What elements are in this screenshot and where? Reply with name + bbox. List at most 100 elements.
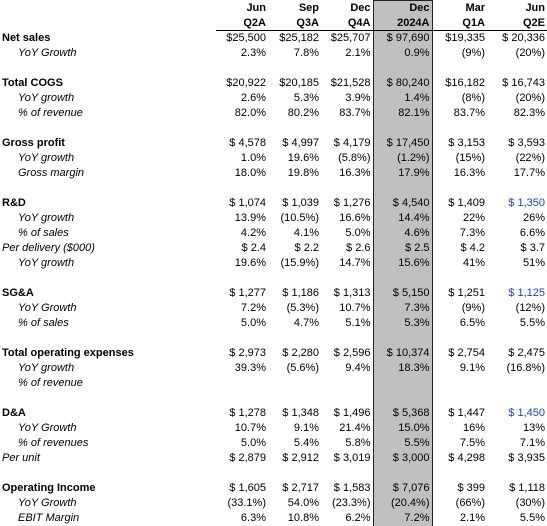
value-cell: $ 2,596 [321,346,373,361]
value-cell: 14.4% [373,211,432,226]
header-blank [0,16,216,31]
value-cell: 10.7% [321,301,373,316]
section-row: Net sales$25,500$25,182$25,707$ 97,690$1… [0,31,547,47]
value-cell: $ 1,039 [268,196,321,211]
row-label: YoY Growth [0,421,216,436]
value-cell: $ 1,278 [216,406,268,421]
header-cell: Q3A [268,16,321,31]
row-label: YoY Growth [0,301,216,316]
value-cell: (15%) [432,151,487,166]
value-cell: 14.7% [321,256,373,271]
empty-cell [216,376,268,391]
value-cell: 7.2% [216,301,268,316]
value-cell: 2.6% [216,91,268,106]
value-cell: $ 2.4 [216,241,268,256]
header-cell: Dec [321,1,373,16]
header-cell: Dec [373,1,432,16]
value-cell: $ 2.5 [373,241,432,256]
blank-cell [432,466,487,481]
section-title: Total operating expenses [0,346,216,361]
value-cell: 9.4% [321,361,373,376]
sub-row: Per unit$ 2,879$ 2,912$ 3,019$ 3,000$ 4,… [0,451,547,466]
value-cell: 7.1% [487,436,547,451]
value-cell: (23.3%) [321,496,373,511]
blank-cell [487,271,547,286]
value-cell: $ 399 [432,481,487,496]
header-cell: 2024A [373,16,432,31]
value-cell: (33.1%) [216,496,268,511]
blank-cell [432,181,487,196]
value-cell: (20%) [487,91,547,106]
value-cell: $ 1,450 [487,406,547,421]
value-cell: $19,335 [432,31,487,47]
value-cell: $ 3,000 [373,451,432,466]
value-cell: 6.5% [432,316,487,331]
blank-row [0,331,547,346]
blank-cell [268,271,321,286]
blank-cell [373,61,432,76]
value-cell: 18.0% [216,166,268,181]
value-cell: $ 2.6 [321,241,373,256]
value-cell: 15.0% [373,421,432,436]
value-cell: $ 5,368 [373,406,432,421]
value-cell: 2.1% [432,511,487,526]
row-label: YoY Growth [0,496,216,511]
value-cell: (16.8%) [487,361,547,376]
section-row: D&A$ 1,278$ 1,348$ 1,496$ 5,368$ 1,447$ … [0,406,547,421]
value-cell: 7.3% [373,301,432,316]
value-cell: 10.7% [216,421,268,436]
blank-cell [216,61,268,76]
blank-cell [0,391,216,406]
value-cell: $ 1,447 [432,406,487,421]
blank-cell [268,61,321,76]
empty-cell [373,376,432,391]
value-cell: 17.7% [487,166,547,181]
blank-cell [0,271,216,286]
value-cell: $ 1,348 [268,406,321,421]
value-cell: $ 2,973 [216,346,268,361]
section-title: Gross profit [0,136,216,151]
value-cell: 7.5% [432,436,487,451]
value-cell: $ 1,409 [432,196,487,211]
value-cell: $ 7,076 [373,481,432,496]
blank-row [0,391,547,406]
value-cell: $ 1,350 [487,196,547,211]
value-cell: $ 4,298 [432,451,487,466]
value-cell: (5.3%) [268,301,321,316]
blank-cell [268,181,321,196]
value-cell: 3.9% [321,91,373,106]
blank-cell [268,391,321,406]
empty-cell [321,376,373,391]
value-cell: $ 1,496 [321,406,373,421]
row-label: YoY growth [0,256,216,271]
value-cell: 13.9% [216,211,268,226]
value-cell: $ 2.2 [268,241,321,256]
header-cell: Jun [216,1,268,16]
blank-cell [373,391,432,406]
row-label: YoY Growth [0,46,216,61]
value-cell: 7.3% [432,226,487,241]
blank-cell [268,466,321,481]
value-cell: 83.7% [432,106,487,121]
header-blank [0,1,216,16]
blank-cell [373,271,432,286]
empty-cell [432,376,487,391]
value-cell: 13% [487,421,547,436]
value-cell: (5.6%) [268,361,321,376]
value-cell: $ 4,997 [268,136,321,151]
value-cell: 16.3% [432,166,487,181]
header-cell: Jun [487,1,547,16]
blank-cell [321,331,373,346]
value-cell: (10.5%) [268,211,321,226]
value-cell: 15.6% [373,256,432,271]
sub-row: Per delivery ($000)$ 2.4$ 2.2$ 2.6$ 2.5$… [0,241,547,256]
blank-cell [487,121,547,136]
row-label: YoY growth [0,211,216,226]
